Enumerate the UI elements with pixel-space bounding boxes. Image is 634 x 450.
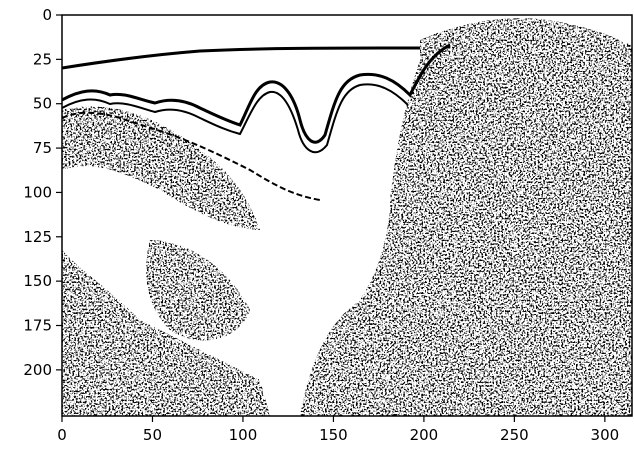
x-tick-label: 100 bbox=[229, 426, 258, 444]
y-tick-label: 75 bbox=[33, 139, 52, 157]
left-dense-region bbox=[62, 250, 270, 416]
image-area bbox=[62, 15, 632, 416]
top-right-texture bbox=[420, 18, 632, 90]
left-upper-texture bbox=[62, 106, 260, 230]
horizon-curve bbox=[62, 46, 421, 70]
y-tick-label: 100 bbox=[23, 183, 52, 201]
wavy-edge-line-3 bbox=[62, 111, 321, 201]
wavy-edge-band bbox=[62, 43, 451, 201]
wavy-edge-line-2 bbox=[62, 83, 409, 154]
mid-texture bbox=[146, 240, 250, 341]
texture-regions bbox=[62, 18, 632, 416]
y-tick-label: 200 bbox=[23, 361, 52, 379]
y-tick-label: 150 bbox=[23, 272, 52, 290]
x-tick-label: 50 bbox=[143, 426, 162, 444]
y-tick-label: 25 bbox=[33, 50, 52, 68]
x-tick-label: 300 bbox=[591, 426, 620, 444]
x-tick-label: 0 bbox=[57, 426, 67, 444]
axes-frame bbox=[61, 14, 633, 417]
y-tick-label: 0 bbox=[42, 6, 52, 24]
y-tick-label: 125 bbox=[23, 228, 52, 246]
x-tick-label: 250 bbox=[500, 426, 529, 444]
y-axis: 0 25 50 75 100 125 150 175 200 bbox=[23, 6, 62, 379]
x-tick-label: 150 bbox=[319, 426, 348, 444]
y-tick-label: 175 bbox=[23, 317, 52, 335]
x-tick-label: 200 bbox=[410, 426, 439, 444]
y-tick-label: 50 bbox=[33, 95, 52, 113]
right-dense-region bbox=[300, 24, 632, 416]
x-axis: 0 50 100 150 200 250 300 bbox=[57, 416, 619, 444]
wavy-edge-line-1 bbox=[62, 43, 451, 144]
